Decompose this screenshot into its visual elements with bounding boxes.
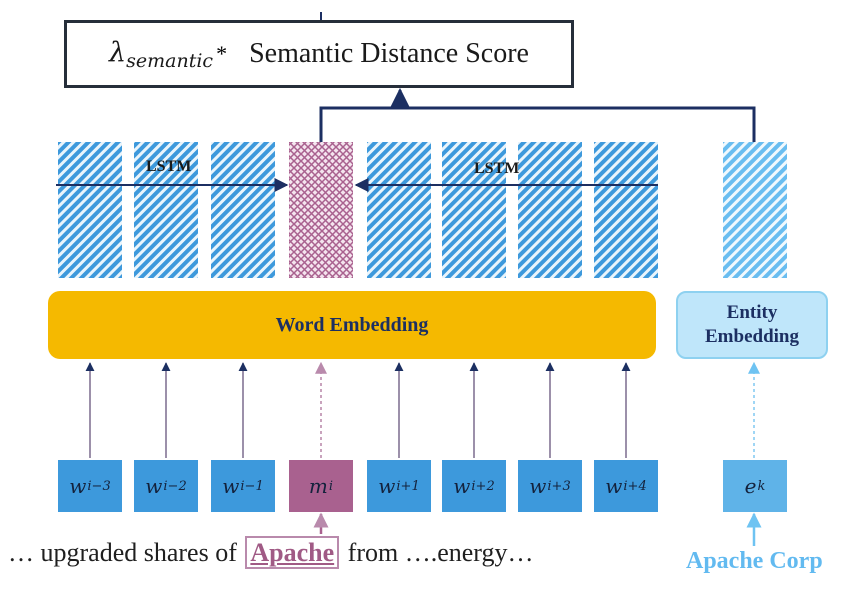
sentence-before: … upgraded shares of	[8, 538, 244, 567]
lstm-cell-5	[367, 142, 431, 278]
token-w-i-minus-3: w i−3	[58, 460, 122, 512]
lstm-cell-7	[518, 142, 582, 278]
multiply-star: *	[216, 41, 228, 66]
word-embedding-layer: Word Embedding	[48, 291, 656, 359]
token-w-i-plus-4: w i+4	[594, 460, 658, 512]
score-connector	[319, 106, 756, 142]
token-w-i-minus-2: w i−2	[134, 460, 198, 512]
lstm-left-label: LSTM	[146, 158, 192, 175]
lstm-cell-6	[442, 142, 506, 278]
token-w-i-plus-1: w i+1	[367, 460, 431, 512]
entity-embedding-layer: Entity Embedding	[676, 291, 828, 359]
lstm-cell-mention	[289, 142, 353, 278]
lambda-subscript: semantic	[126, 49, 214, 72]
lambda-symbol: λsemantic	[109, 36, 214, 72]
sentence-after: from ….energy…	[341, 538, 534, 567]
lstm-cell-8	[594, 142, 658, 278]
token-w-i-minus-1: w i−1	[211, 460, 275, 512]
entity-cell	[723, 142, 787, 278]
entity-embedding-line1: Entity	[726, 302, 778, 323]
lstm-cell-3	[211, 142, 275, 278]
entity-name: Apache Corp	[686, 548, 823, 574]
semantic-distance-score-box: λsemantic * Semantic Distance Score	[64, 20, 574, 88]
lstm-cell-1	[58, 142, 122, 278]
lstm-right-label: LSTM	[474, 160, 520, 177]
token-w-i-plus-3: w i+3	[518, 460, 582, 512]
score-title: Semantic Distance Score	[249, 38, 529, 69]
entity-embedding-line2: Embedding	[705, 326, 799, 347]
input-sentence: … upgraded shares of Apache from ….energ…	[8, 536, 534, 569]
lstm-cell-2	[134, 142, 198, 278]
mention-highlight: Apache	[245, 536, 340, 569]
token-w-i-plus-2: w i+2	[442, 460, 506, 512]
